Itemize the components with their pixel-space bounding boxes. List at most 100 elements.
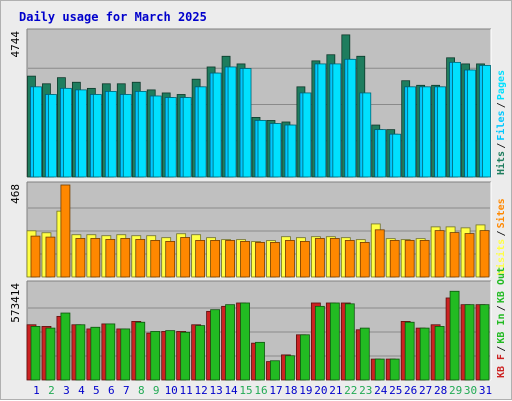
bar-kbytes-kb-in-day-10	[165, 330, 176, 381]
bar-visitors-sites-day-16	[255, 242, 265, 278]
legend-item-sites: Sites	[495, 198, 507, 228]
bar-visitors-sites-day-8	[135, 239, 146, 278]
bar-visitors-sites-day-24	[374, 229, 385, 278]
x-tick-label-day-24: 24	[374, 384, 388, 397]
bar-usage-pages-day-30	[467, 69, 476, 178]
bar-kbytes-kb-in-day-19	[300, 334, 310, 381]
legend-separator: /	[496, 346, 507, 352]
x-tick-label-day-28: 28	[434, 384, 447, 397]
bar-usage-pages-day-2	[48, 94, 57, 178]
bar-usage-pages-day-27	[422, 86, 432, 178]
bar-kbytes-kb-in-day-31	[479, 304, 490, 381]
bar-visitors-sites-day-12	[195, 240, 206, 278]
legend-separator: /	[496, 230, 507, 236]
bar-usage-pages-day-21	[332, 63, 342, 178]
x-tick-label-day-3: 3	[63, 384, 70, 397]
bar-visitors-sites-day-23	[359, 242, 370, 278]
legend-item-kb-out: KB Out	[496, 267, 507, 303]
bar-usage-pages-day-22	[347, 58, 357, 178]
bar-usage-pages-day-16	[257, 120, 267, 178]
x-tick-label-day-20: 20	[314, 384, 327, 397]
bar-visitors-sites-day-5	[90, 238, 101, 278]
x-tick-label-day-5: 5	[93, 384, 100, 397]
bar-kbytes-kb-in-day-27	[419, 327, 430, 381]
bar-kbytes-kb-in-day-15	[240, 302, 250, 381]
bar-visitors-sites-day-22	[344, 240, 355, 278]
x-tick-label-day-21: 21	[329, 384, 342, 397]
bar-usage-pages-day-28	[437, 86, 447, 178]
x-tick-label-day-25: 25	[389, 384, 402, 397]
bar-visitors-sites-day-30	[464, 233, 475, 278]
x-tick-label-day-27: 27	[419, 384, 432, 397]
x-tick-label-day-8: 8	[138, 384, 145, 397]
x-tick-label-day-13: 13	[209, 384, 222, 397]
bar-visitors-sites-day-9	[150, 240, 161, 278]
bar-kbytes-kb-in-day-22	[344, 303, 355, 381]
bar-visitors-sites-day-13	[210, 240, 220, 278]
bar-kbytes-kb-in-day-14	[225, 304, 235, 381]
x-axis-labels: 1 2 3 4 5 6 7 8 9 10 11 12 13 14 15 16 17 18 19 20 21 22 23 24 2…	[33, 384, 492, 397]
bar-usage-pages-day-6	[107, 91, 117, 178]
x-tick-label-day-11: 11	[180, 384, 193, 397]
x-tick-label-day-15: 15	[239, 384, 252, 397]
y-max-label-usage: 4744	[9, 31, 22, 58]
bar-visitors-sites-day-2	[45, 236, 56, 278]
bar-kbytes-kb-in-day-13	[210, 309, 220, 381]
bar-usage-pages-day-18	[287, 124, 297, 178]
legend-item-files: Files	[495, 110, 507, 140]
bar-usage-pages-day-12	[197, 86, 207, 178]
bar-usage-pages-day-4	[77, 89, 87, 178]
bar-kbytes-kb-in-day-12	[195, 325, 206, 381]
bar-usage-pages-day-1	[33, 86, 42, 178]
bar-kbytes-kb-in-day-4	[75, 324, 86, 381]
bar-visitors-sites-day-7	[120, 238, 131, 278]
legend-item-visits: Visits	[495, 239, 507, 275]
panel-kbytes: 573414 KB F / KB In / KB Out	[9, 267, 507, 381]
bar-kbytes-kb-in-day-8	[135, 321, 146, 381]
bar-usage-pages-day-11	[182, 97, 192, 178]
bar-kbytes-kb-in-day-23	[359, 327, 370, 381]
bar-kbytes-kb-in-day-6	[105, 323, 116, 381]
bar-kbytes-kb-in-day-29	[449, 290, 460, 381]
bar-kbytes-kb-in-day-18	[285, 355, 295, 381]
bar-usage-pages-day-26	[407, 86, 417, 178]
bar-usage-pages-day-24	[377, 129, 387, 178]
bar-kbytes-kb-in-day-26	[404, 321, 415, 381]
bars-visitors	[26, 184, 490, 278]
bar-visitors-sites-day-20	[314, 238, 325, 278]
bar-usage-pages-day-14	[227, 66, 237, 178]
legend-item-kb-in: KB In	[496, 313, 507, 343]
bar-kbytes-kb-in-day-17	[270, 360, 280, 381]
bar-kbytes-kb-in-day-1	[30, 326, 41, 381]
bar-kbytes-kb-in-day-9	[150, 331, 161, 381]
legend-item-pages: Pages	[496, 70, 507, 100]
bar-usage-pages-day-23	[362, 92, 372, 178]
x-tick-label-day-18: 18	[284, 384, 297, 397]
x-tick-label-day-26: 26	[404, 384, 417, 397]
bar-kbytes-kb-in-day-25	[389, 358, 400, 381]
legend-kbytes: KB F / KB In / KB Out	[496, 267, 507, 378]
bar-kbytes-kb-in-day-7	[120, 328, 131, 381]
bar-usage-pages-day-7	[122, 94, 132, 178]
x-tick-label-day-14: 14	[224, 384, 238, 397]
x-tick-label-day-31: 31	[479, 384, 492, 397]
legend-separator: /	[496, 102, 507, 108]
legend-usage: Hits / Files / Pages	[495, 70, 507, 175]
bar-kbytes-kb-in-day-3	[60, 312, 71, 381]
x-tick-label-day-6: 6	[108, 384, 115, 397]
panel-visitors: 468 Visits / Sites	[9, 181, 507, 278]
legend-item-kb-f: KB F	[496, 354, 507, 378]
bar-visitors-sites-day-1	[30, 235, 41, 278]
x-tick-label-day-4: 4	[78, 384, 85, 397]
bar-kbytes-kb-in-day-20	[314, 305, 325, 381]
bar-visitors-sites-day-11	[180, 237, 191, 278]
bar-kbytes-kb-in-day-16	[255, 341, 265, 381]
bar-visitors-sites-day-19	[300, 241, 310, 278]
chart-panels: 4744 Hits / Files / Pages 468 Visits / Sites 57341…	[9, 28, 507, 381]
bar-kbytes-kb-in-day-30	[464, 304, 475, 381]
bar-visitors-sites-day-26	[404, 240, 415, 278]
legend-item-hits: Hits	[495, 151, 507, 175]
bar-visitors-sites-day-17	[270, 242, 280, 278]
bar-visitors-sites-day-31	[479, 230, 490, 278]
